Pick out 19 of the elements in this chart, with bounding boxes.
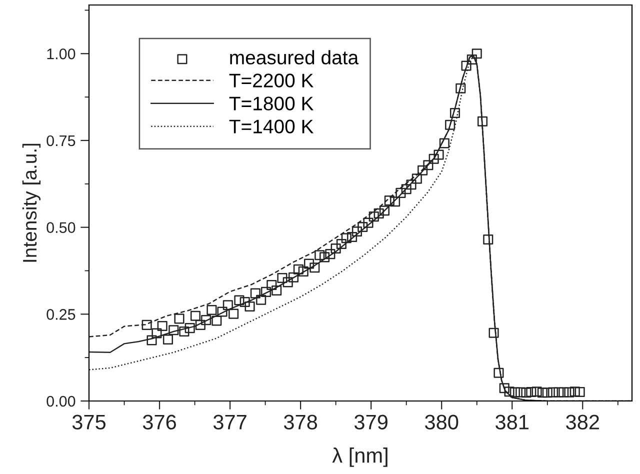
y-tick-label: 0.00 bbox=[46, 396, 76, 407]
x-tick-label: 381 bbox=[496, 414, 528, 430]
x-tick-label: 376 bbox=[142, 414, 176, 430]
y-tick-label: 0.50 bbox=[46, 222, 76, 233]
x-tick-label: 375 bbox=[72, 414, 106, 430]
legend-label: T=1800 K bbox=[229, 96, 314, 110]
x-tick-label: 379 bbox=[354, 414, 388, 430]
x-tick-label: 377 bbox=[213, 414, 246, 430]
y-axis-title: Intensity [a.u.] bbox=[22, 144, 41, 262]
legend-label: measured data bbox=[230, 50, 359, 64]
x-tick-label: 380 bbox=[425, 414, 458, 430]
y-tick-label: 1.00 bbox=[47, 48, 76, 60]
x-tick-label: 378 bbox=[284, 414, 318, 430]
x-tick-label: 382 bbox=[566, 414, 599, 430]
y-tick-label: 0.75 bbox=[46, 135, 76, 146]
y-tick-label: 0.25 bbox=[46, 309, 76, 320]
x-axis-title: λ [nm] bbox=[332, 448, 388, 467]
legend-label: T=1400 K bbox=[229, 120, 314, 134]
legend-label: T=2200 K bbox=[229, 74, 314, 88]
